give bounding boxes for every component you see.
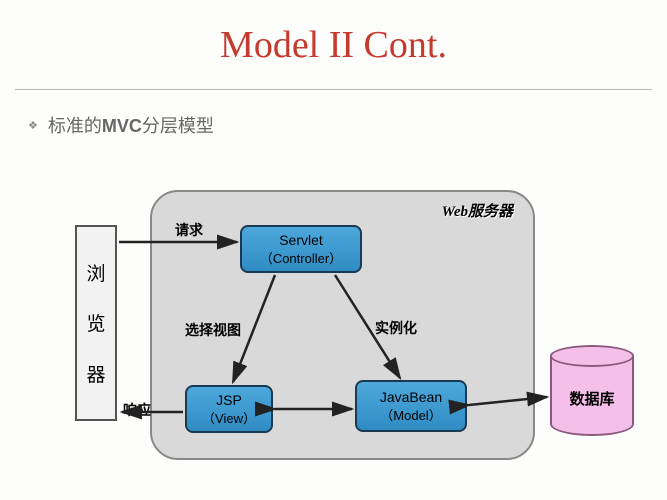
edge-label-response: 响应 [123,400,151,420]
bean-line2: （Model） [380,405,441,424]
bullet-bold: MVC [102,116,142,136]
servlet-line1: Servlet [279,232,323,248]
browser-char-1: 浏 [86,259,105,286]
jsp-line1: JSP [216,392,242,408]
edge-label-inst: 实例化 [375,318,417,338]
servlet-node: Servlet （Controller） [240,225,362,273]
edge-label-request: 请求 [175,220,203,240]
db-body: 数据库 [550,356,634,436]
bullet-suffix: 分层模型 [142,116,214,136]
jsp-node: JSP （View） [185,385,273,433]
bean-line1: JavaBean [380,389,442,405]
edge-label-select: 选择视图 [185,320,241,340]
server-label: Web服务器 [442,200,513,221]
browser-char-2: 览 [86,309,105,336]
db-label: 数据库 [569,388,614,409]
jsp-line2: （View） [202,408,256,427]
browser-char-3: 器 [86,360,105,387]
database-cylinder: 数据库 [550,345,634,440]
title-bar: Model II Cont. [0,0,667,90]
bean-node: JavaBean （Model） [355,380,467,432]
mvc-diagram: Web服务器 浏 览 器 Servlet （Controller） JSP （V… [75,190,635,470]
page-title: Model II Cont. [220,23,447,67]
bullet-prefix: 标准的 [48,116,102,136]
browser-box: 浏 览 器 [75,225,117,421]
diamond-bullet-icon: ❖ [28,119,38,132]
servlet-line2: （Controller） [260,248,342,267]
db-top [550,345,634,367]
bullet-text: 标准的MVC分层模型 [48,112,214,138]
bullet-row: ❖ 标准的MVC分层模型 [28,112,667,138]
